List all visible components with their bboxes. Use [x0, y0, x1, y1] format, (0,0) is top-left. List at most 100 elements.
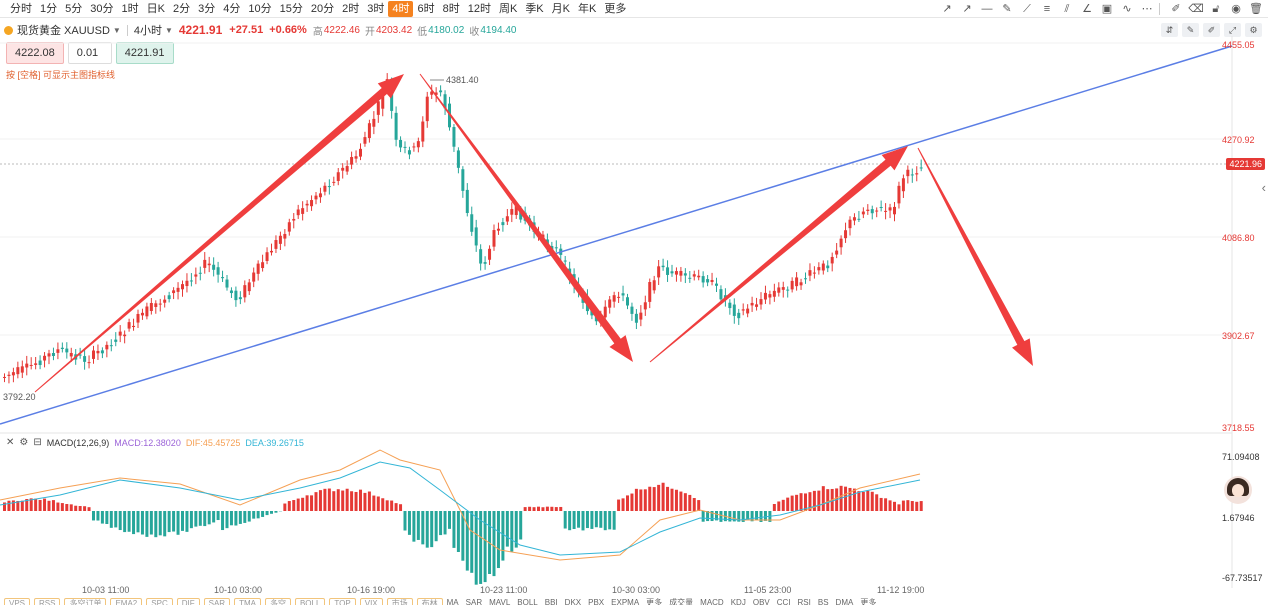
strategy-tab-10[interactable]: TOP	[329, 598, 356, 605]
price-chart[interactable]: 4381.40 3792.20	[0, 36, 1268, 588]
angle-icon[interactable]: ∠	[1082, 3, 1092, 15]
chevron-down-icon[interactable]: ▼	[112, 25, 121, 35]
strategy-tab-1[interactable]: RSS	[34, 598, 61, 605]
timeframe-4[interactable]: 1时	[121, 2, 139, 15]
strategy-tab-4[interactable]: SPC	[146, 598, 173, 605]
down-arrow-1	[419, 73, 633, 362]
timeframe-15[interactable]: 6时	[417, 2, 435, 15]
indicator-tab-8[interactable]: 更多	[646, 598, 663, 605]
timeframe-2[interactable]: 5分	[65, 2, 83, 15]
macd-bar	[701, 511, 705, 522]
fan-icon[interactable]: ⫽	[1064, 3, 1070, 15]
indicator-tab-5[interactable]: DKX	[564, 598, 582, 605]
horizontal-line-icon[interactable]: —	[981, 3, 993, 15]
strategy-tab-8[interactable]: 多空	[264, 598, 291, 605]
indicator-tab-14[interactable]: RSI	[797, 598, 811, 605]
quantity-input[interactable]: 0.01	[67, 42, 112, 64]
timeframe-21[interactable]: 年K	[578, 2, 597, 15]
pen-icon[interactable]: ✎	[1002, 3, 1012, 15]
strategy-tab-11[interactable]: VIX	[359, 598, 383, 605]
timeframe-13[interactable]: 3时	[367, 2, 385, 15]
eraser-icon[interactable]: ⌫	[1188, 3, 1204, 15]
delete-icon[interactable]: 🗑︎	[1249, 3, 1263, 15]
high-label: 高	[312, 26, 323, 38]
indicator-tab-17[interactable]: 更多	[860, 598, 877, 605]
draw-icon[interactable]: ✐	[1203, 23, 1220, 37]
strategy-tab-5[interactable]: DIF	[176, 598, 200, 605]
fullscreen-icon[interactable]: ⤢	[1224, 23, 1241, 37]
timeframe-19[interactable]: 季K	[525, 2, 544, 15]
timeframe-17[interactable]: 12时	[467, 2, 491, 15]
lock-icon[interactable]: 🔓︎	[1212, 3, 1220, 15]
indicator-tab-9[interactable]: 成交量	[669, 598, 694, 605]
macd-bar	[118, 511, 122, 531]
timeframe-9[interactable]: 10分	[248, 2, 272, 15]
trend-line-icon[interactable]: ⟋	[1023, 3, 1031, 15]
collapse-icon[interactable]: ⊟	[33, 437, 42, 448]
macd-axis-label: 71.09408	[1222, 452, 1260, 462]
timeframe-11[interactable]: 20分	[310, 2, 335, 15]
timeframe-14[interactable]: 4时	[388, 0, 414, 17]
assistant-avatar[interactable]	[1224, 476, 1252, 504]
indicator-tab-13[interactable]: CCI	[776, 598, 791, 605]
candle-body	[11, 372, 15, 376]
strategy-tab-7[interactable]: TMA	[234, 598, 261, 605]
timeframe-0[interactable]: 分时	[10, 2, 32, 15]
strategy-tab-6[interactable]: SAR	[203, 598, 231, 605]
settings-icon[interactable]: ⚙	[1245, 23, 1262, 37]
indicator-tab-10[interactable]: MACD	[700, 598, 724, 605]
candle-body	[278, 235, 282, 244]
more-tools-icon[interactable]: ⋯	[1141, 3, 1153, 15]
interval-select[interactable]: 4小时	[133, 25, 162, 37]
indicator-tab-0[interactable]: MA	[446, 598, 459, 605]
arrow-line-icon[interactable]: ↗	[962, 3, 972, 15]
timeframe-18[interactable]: 周K	[498, 2, 518, 15]
timeframe-6[interactable]: 2分	[172, 2, 191, 15]
timeframe-16[interactable]: 8时	[442, 2, 460, 15]
strategy-tab-9[interactable]: BOLL	[294, 598, 326, 605]
strategy-tab-2[interactable]: 多空订单	[64, 598, 107, 605]
note-icon[interactable]: ✐	[1171, 3, 1181, 15]
timeframe-8[interactable]: 4分	[223, 2, 241, 15]
ray-icon[interactable]: ↗	[942, 3, 952, 15]
indicator-tab-3[interactable]: BOLL	[517, 598, 538, 605]
timeframe-5[interactable]: 日K	[146, 2, 165, 15]
strategy-tab-13[interactable]: 布林	[416, 598, 443, 605]
fib-icon[interactable]: ≡	[1043, 3, 1051, 15]
chevron-down-icon[interactable]: ▼	[164, 25, 173, 35]
eye-icon[interactable]: ◉	[1231, 3, 1241, 15]
macd-bar	[243, 511, 247, 523]
image-icon[interactable]: ▣	[1101, 3, 1113, 15]
indicator-tab-12[interactable]: OBV	[752, 598, 770, 605]
symbol-header: 现货黄金 XAUUSD ▼ 4小时 ▼ 4221.91 +27.51 +0.66…	[4, 21, 521, 39]
strategy-tab-12[interactable]: 市场	[386, 598, 413, 605]
chevron-left-icon[interactable]: ‹	[1261, 180, 1266, 195]
indicator-tab-15[interactable]: BS	[817, 598, 829, 605]
indicator-tab-6[interactable]: PBX	[588, 598, 605, 605]
indicator-tab-16[interactable]: DMA	[835, 598, 854, 605]
indicator-tab-1[interactable]: SAR	[465, 598, 483, 605]
indicator-tab-11[interactable]: KDJ	[730, 598, 746, 605]
timeframe-10[interactable]: 15分	[279, 2, 303, 15]
timeframe-3[interactable]: 30分	[90, 2, 114, 15]
timeframe-20[interactable]: 月K	[551, 2, 570, 15]
close-icon[interactable]: ✕	[6, 437, 15, 448]
timeframe-7[interactable]: 3分	[198, 2, 216, 15]
candle-body	[612, 295, 616, 302]
indicator-tab-2[interactable]: MAVL	[489, 598, 511, 605]
symbol-name[interactable]: 现货黄金 XAUUSD	[17, 25, 110, 37]
edit-icon[interactable]: ✎	[1182, 23, 1199, 37]
compare-icon[interactable]: ⇵	[1161, 23, 1178, 37]
sell-button[interactable]: 4222.08	[6, 42, 64, 64]
buy-button[interactable]: 4221.91	[115, 42, 174, 64]
settings-icon[interactable]: ⚙	[19, 437, 29, 448]
wave-icon[interactable]: ∿	[1122, 3, 1132, 15]
macd-bar	[532, 507, 536, 511]
strategy-tab-0[interactable]: VPS	[4, 598, 31, 605]
timeframe-22[interactable]: 更多	[604, 2, 627, 15]
indicator-tab-4[interactable]: BBI	[544, 598, 558, 605]
strategy-tab-3[interactable]: EMA2	[110, 598, 143, 605]
indicator-tab-7[interactable]: EXPMA	[611, 598, 640, 605]
timeframe-1[interactable]: 1分	[40, 2, 58, 15]
timeframe-12[interactable]: 2时	[342, 2, 360, 15]
